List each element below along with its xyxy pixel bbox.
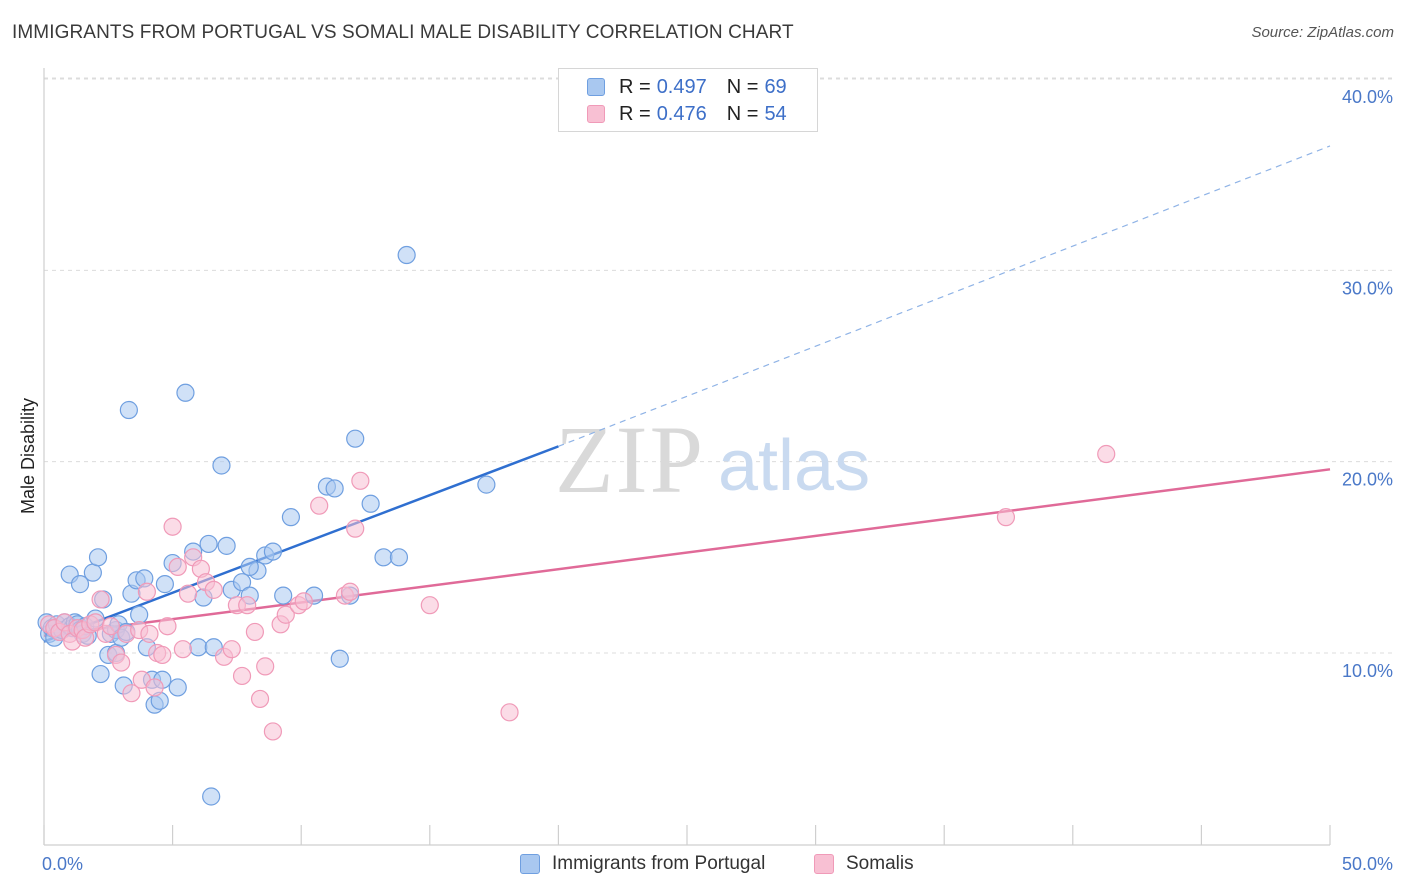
point-portugal (202, 787, 221, 806)
point-somali (310, 496, 329, 515)
series-portugal-points (37, 245, 496, 806)
point-portugal (263, 542, 283, 561)
trend-line-somali (43, 468, 1331, 638)
point-somali (232, 666, 252, 686)
axes (43, 68, 1331, 846)
y-tick-label: 10.0% (1342, 661, 1393, 681)
point-portugal (477, 475, 496, 494)
y-tick-label: 30.0% (1342, 278, 1393, 298)
point-somali (351, 471, 370, 490)
watermark-zip: ZIP (555, 406, 705, 513)
point-portugal (91, 664, 110, 684)
trend-line-portugal-extension (558, 145, 1331, 447)
point-portugal (374, 548, 393, 567)
legend: R = 0.497 N = 69 R = 0.476 N = 54 (558, 68, 818, 132)
legend-row-portugal: R = 0.497 N = 69 (587, 75, 787, 99)
point-somali (256, 657, 275, 676)
y-axis-label: Male Disability (18, 398, 38, 514)
series-somali-points (40, 444, 1116, 741)
point-portugal (217, 536, 236, 555)
point-somali (294, 592, 313, 611)
legend-r-value: 0.497 (656, 75, 707, 98)
bottom-legend-swatch-somali (814, 854, 834, 874)
bottom-legend-portugal: Immigrants from Portugal (520, 851, 765, 877)
y-tick-label: 40.0% (1342, 87, 1393, 107)
point-portugal (88, 548, 108, 567)
point-portugal (130, 605, 149, 624)
bottom-legend-swatch-portugal (520, 854, 540, 874)
x-tick-label: 50.0% (1342, 854, 1393, 874)
point-portugal (119, 400, 138, 420)
point-portugal (83, 563, 102, 582)
point-somali (996, 508, 1016, 527)
legend-swatch-portugal (587, 78, 605, 96)
point-somali (158, 617, 177, 636)
y-tick-label: 20.0% (1342, 470, 1393, 490)
point-somali (153, 645, 172, 665)
point-somali (420, 596, 439, 615)
point-portugal (325, 479, 344, 498)
legend-r-label: R = (619, 102, 651, 125)
bottom-legend-label-portugal: Immigrants from Portugal (552, 853, 766, 874)
point-portugal (240, 557, 259, 577)
point-somali (222, 640, 241, 659)
point-somali (140, 624, 159, 643)
point-portugal (397, 245, 416, 265)
point-somali (204, 580, 223, 599)
legend-r-value: 0.476 (656, 102, 707, 125)
point-portugal (176, 383, 195, 402)
chart-title: IMMIGRANTS FROM PORTUGAL VS SOMALI MALE … (12, 22, 794, 43)
watermark-atlas: atlas (718, 426, 870, 506)
point-somali (500, 703, 519, 722)
point-portugal (274, 586, 293, 605)
point-somali (346, 519, 365, 538)
trend-lines (43, 145, 1331, 643)
point-somali (1097, 444, 1116, 464)
watermark: ZIP atlas (555, 406, 870, 513)
point-somali (122, 684, 141, 703)
point-portugal (281, 508, 301, 527)
bottom-legend-somali: Somalis (814, 851, 914, 877)
point-portugal (199, 534, 218, 554)
bottom-legend-label-somali: Somalis (846, 853, 914, 874)
point-somali (173, 640, 192, 659)
point-somali (178, 584, 198, 603)
point-somali (238, 596, 257, 615)
point-portugal (189, 638, 208, 657)
legend-n-value: 54 (764, 102, 787, 125)
point-portugal (232, 573, 252, 592)
legend-row-somali: R = 0.476 N = 54 (587, 102, 787, 126)
point-portugal (155, 575, 174, 594)
point-portugal (70, 575, 90, 594)
legend-n-label: N = (726, 102, 759, 125)
legend-swatch-somali (587, 105, 605, 123)
point-somali (245, 622, 265, 642)
point-portugal (168, 678, 187, 697)
point-somali (276, 605, 295, 624)
legend-r-label: R = (619, 75, 651, 98)
point-somali (163, 517, 182, 536)
point-portugal (389, 548, 409, 567)
point-somali (250, 689, 270, 709)
legend-n-value: 69 (764, 75, 787, 98)
point-portugal (346, 429, 365, 448)
point-somali (101, 617, 120, 636)
x-tick-label: 0.0% (42, 854, 83, 874)
point-somali (168, 557, 187, 577)
point-somali (91, 590, 110, 609)
point-portugal (212, 456, 231, 475)
trend-line-portugal (43, 445, 559, 643)
point-somali (137, 582, 156, 601)
point-portugal (330, 649, 349, 668)
point-somali (340, 582, 360, 601)
source-label: Source: ZipAtlas.com (1251, 24, 1394, 41)
point-portugal (361, 494, 380, 513)
point-somali (263, 722, 283, 741)
tick-labels: 10.0% 20.0% 30.0% 40.0% 0.0% 50.0% (42, 87, 1393, 874)
legend-n-label: N = (726, 75, 759, 98)
point-somali (145, 678, 164, 697)
point-somali (112, 653, 131, 672)
